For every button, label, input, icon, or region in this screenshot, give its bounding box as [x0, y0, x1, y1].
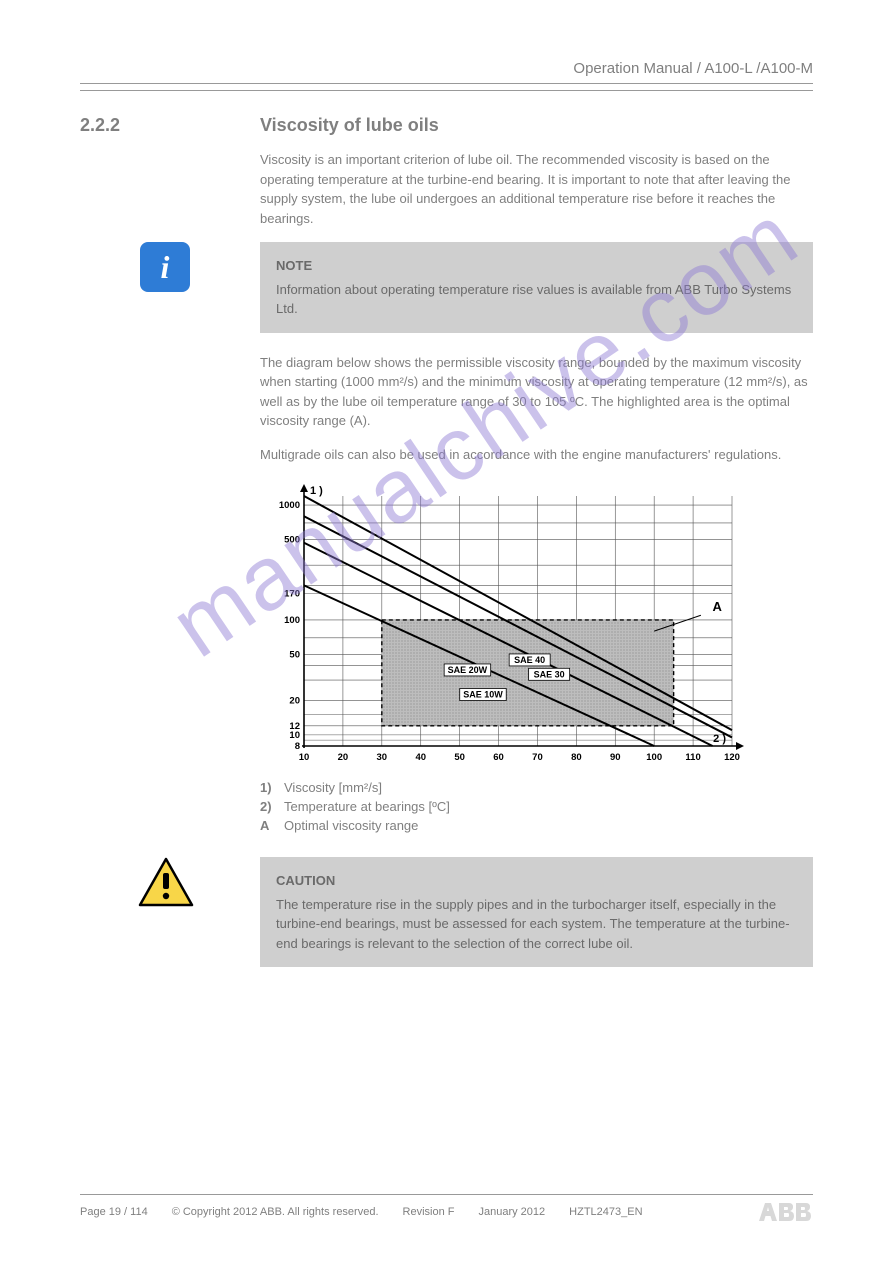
svg-text:100: 100 — [284, 615, 300, 626]
paragraph-3: Multigrade oils can also be used in acco… — [260, 445, 813, 465]
svg-text:1 ): 1 ) — [310, 485, 323, 497]
page-container: Operation Manual / A100-L /A100-M 2.2.2 … — [0, 0, 893, 1007]
caution-body: The temperature rise in the supply pipes… — [276, 895, 797, 954]
paragraph-2: The diagram below shows the permissible … — [260, 353, 813, 431]
footer-doc: HZTL2473_EN — [569, 1206, 642, 1218]
section-title: Viscosity of lube oils — [260, 115, 439, 136]
chart-svg: SAE 40 SAE 30 SAE 20W SAE 10W 810 12 20 50 100 17… — [260, 478, 750, 770]
svg-text:80: 80 — [571, 752, 582, 763]
caution-title: CAUTION — [276, 871, 797, 891]
svg-text:SAE 30: SAE 30 — [534, 669, 565, 679]
svg-text:70: 70 — [532, 752, 543, 763]
legend-item-1: 1)Viscosity [mm²/s] — [260, 780, 813, 795]
svg-text:2 ): 2 ) — [713, 733, 726, 745]
svg-text:20: 20 — [289, 695, 300, 706]
legend-item-2: 2)Temperature at bearings [ºC] — [260, 799, 813, 814]
header-divider — [80, 90, 813, 91]
header-title: Operation Manual / A100-L /A100-M — [573, 60, 813, 77]
svg-text:1000: 1000 — [279, 500, 300, 511]
footer-revision: Revision F — [403, 1206, 455, 1218]
footer-date: January 2012 — [478, 1206, 545, 1218]
svg-text:SAE 40: SAE 40 — [514, 655, 545, 665]
page-header: Operation Manual / A100-L /A100-M — [80, 60, 813, 84]
legend-item-A: AOptimal viscosity range — [260, 818, 813, 833]
svg-text:10: 10 — [299, 752, 310, 763]
svg-text:500: 500 — [284, 535, 300, 546]
info-icon — [140, 242, 190, 292]
svg-text:50: 50 — [289, 650, 300, 661]
page-footer: Page 19 / 114 © Copyright 2012 ABB. All … — [80, 1194, 813, 1223]
svg-text:30: 30 — [377, 752, 388, 763]
paragraph-1: Viscosity is an important criterion of l… — [260, 150, 813, 228]
section-number: 2.2.2 — [80, 115, 260, 136]
svg-text:60: 60 — [493, 752, 504, 763]
svg-text:170: 170 — [284, 589, 300, 600]
section-heading-row: 2.2.2 Viscosity of lube oils — [80, 115, 813, 136]
abb-logo — [757, 1201, 813, 1223]
footer-copyright: © Copyright 2012 ABB. All rights reserve… — [172, 1206, 379, 1218]
viscosity-chart: SAE 40 SAE 30 SAE 20W SAE 10W 810 12 20 50 100 17… — [260, 478, 750, 770]
svg-text:100: 100 — [646, 752, 662, 763]
caution-box: CAUTION The temperature rise in the supp… — [260, 857, 813, 967]
svg-text:110: 110 — [685, 752, 700, 763]
svg-text:A: A — [713, 599, 723, 614]
note-body: Information about operating temperature … — [276, 280, 797, 319]
note-title: NOTE — [276, 256, 797, 276]
svg-text:50: 50 — [454, 752, 465, 763]
svg-text:20: 20 — [338, 752, 349, 763]
caution-icon — [138, 857, 194, 907]
note-box: NOTE Information about operating tempera… — [260, 242, 813, 333]
svg-text:SAE 10W: SAE 10W — [463, 690, 503, 700]
svg-text:8: 8 — [295, 741, 300, 752]
svg-text:12: 12 — [289, 721, 300, 732]
svg-text:90: 90 — [610, 752, 621, 763]
chart-legend: 1)Viscosity [mm²/s] 2)Temperature at bea… — [260, 780, 813, 833]
caution-row: CAUTION The temperature rise in the supp… — [80, 857, 813, 967]
svg-text:SAE 20W: SAE 20W — [448, 665, 488, 675]
svg-text:40: 40 — [415, 752, 426, 763]
note-row: NOTE Information about operating tempera… — [80, 242, 813, 333]
footer-page: Page 19 / 114 — [80, 1206, 148, 1218]
svg-text:120: 120 — [724, 752, 740, 763]
footer-left: Page 19 / 114 © Copyright 2012 ABB. All … — [80, 1206, 643, 1218]
